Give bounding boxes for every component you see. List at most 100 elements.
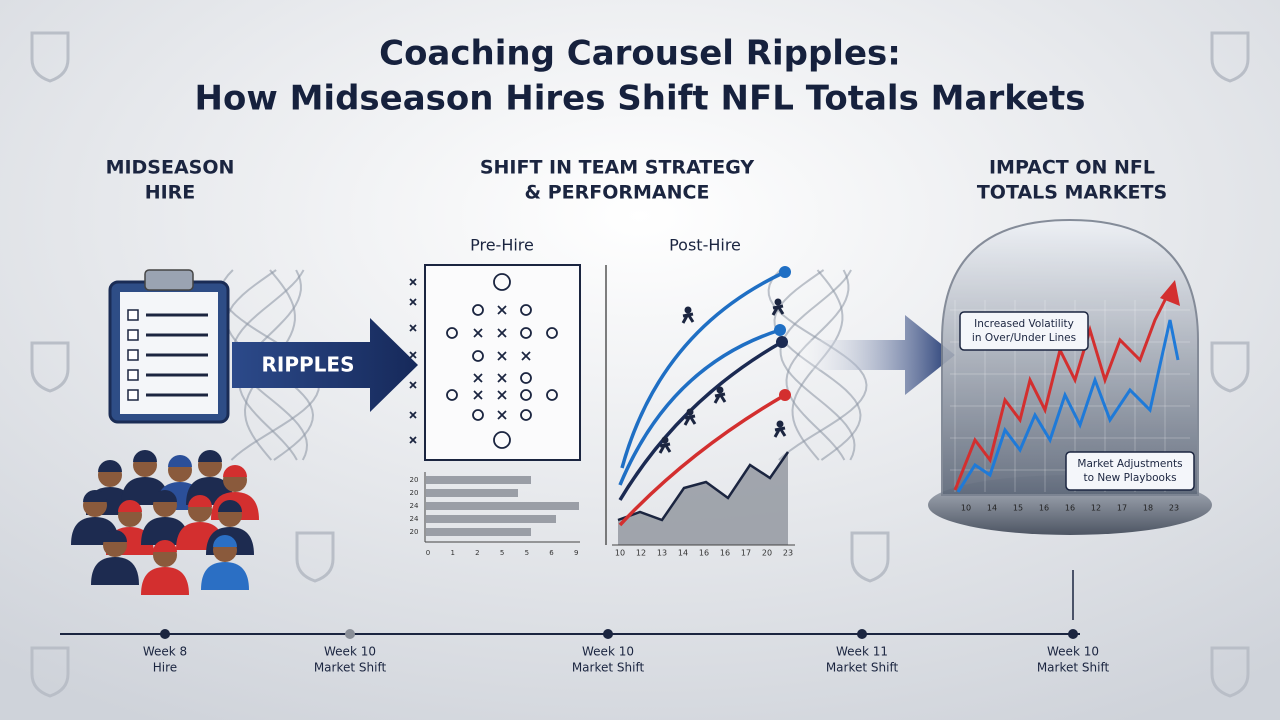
play-x: [497, 390, 507, 400]
y-label: 20: [410, 489, 419, 497]
timeline-label: Market Shift: [572, 661, 645, 675]
arrow-head: [779, 389, 791, 401]
play-x: [473, 390, 483, 400]
person-cap: [103, 530, 127, 542]
player-head: [716, 386, 724, 394]
callout-text: in Over/Under Lines: [972, 332, 1076, 344]
play-o: [520, 389, 532, 401]
dome-glass: [941, 218, 1199, 496]
x-label: 16: [720, 549, 730, 558]
x-label: 1: [450, 549, 454, 557]
play-x: [409, 324, 417, 332]
section-heading: SHIFT IN TEAM STRATEGY: [480, 157, 755, 179]
x-label: 18: [1143, 504, 1153, 513]
player-body: [713, 392, 727, 404]
section-heading: IMPACT ON NFL: [989, 157, 1155, 179]
timeline-week: Week 11: [836, 645, 888, 659]
checkbox: [127, 369, 139, 381]
x-label: 12: [636, 549, 646, 558]
timeline-label: Hire: [153, 661, 177, 675]
play-o: [546, 327, 558, 339]
person-cap: [133, 450, 157, 462]
x-label: 16: [699, 549, 709, 558]
player-body: [773, 426, 787, 438]
callout: [1065, 451, 1195, 491]
clipboard-clip: [144, 269, 194, 291]
timeline-dot: [345, 629, 355, 639]
checkbox: [127, 389, 139, 401]
y-label: 24: [410, 502, 419, 510]
callout-text: to New Playbooks: [1083, 472, 1176, 484]
play-x: [409, 411, 417, 419]
callout-text: Market Adjustments: [1077, 458, 1182, 470]
arrow-head: [776, 336, 788, 348]
bar: [426, 502, 579, 510]
arrow-head: [779, 266, 791, 278]
trend-arrow: [618, 328, 781, 486]
x-label: 12: [1091, 504, 1101, 513]
play-o: [520, 372, 532, 384]
section-heading: & PERFORMANCE: [525, 182, 710, 204]
play-o: [520, 327, 532, 339]
x-label: 10: [615, 549, 625, 558]
bar: [426, 489, 518, 497]
arrow-label: RIPPLES: [262, 353, 355, 377]
checkbox: [127, 329, 139, 341]
performance-line: [617, 451, 790, 522]
play-x: [497, 373, 507, 383]
person-body: [141, 567, 189, 595]
y-label: 20: [410, 476, 419, 484]
person-cap: [198, 450, 222, 462]
bar: [426, 515, 556, 523]
timeline-dot: [1068, 629, 1078, 639]
person-cap: [188, 495, 212, 507]
play-o: [446, 327, 458, 339]
performance-area: [618, 452, 788, 545]
bar: [426, 528, 531, 536]
arrow-head: [774, 324, 786, 336]
x-label: 6: [549, 549, 554, 557]
blue-series: [956, 319, 1180, 493]
person-cap: [213, 535, 237, 547]
playbook: [424, 264, 581, 461]
play-o: [546, 389, 558, 401]
timeline-label: Market Shift: [826, 661, 899, 675]
x-label: 5: [525, 549, 529, 557]
person-body: [141, 517, 189, 545]
timeline-week: Week 10: [582, 645, 634, 659]
player-head: [776, 420, 784, 428]
play-x: [497, 305, 507, 315]
play-o: [446, 389, 458, 401]
section-heading: TOTALS MARKETS: [977, 182, 1167, 204]
ripple-wave: [785, 269, 850, 461]
watermark-shield: [1210, 646, 1250, 698]
x-label: 23: [1169, 504, 1179, 513]
watermark-shield: [1210, 341, 1250, 393]
play-x: [473, 328, 483, 338]
x-label: 14: [987, 504, 997, 513]
x-label: 16: [1039, 504, 1049, 513]
timeline-week: Week 8: [143, 645, 187, 659]
panel-label: Post-Hire: [669, 236, 741, 255]
timeline-dot: [160, 629, 170, 639]
title: How Midseason Hires Shift NFL Totals Mar…: [195, 79, 1086, 119]
person-body: [91, 557, 139, 585]
timeline-label: Market Shift: [1037, 661, 1110, 675]
y-label: 20: [410, 528, 419, 536]
x-label: 10: [961, 504, 971, 513]
timeline-dot: [603, 629, 613, 639]
watermark-shield: [295, 531, 335, 583]
person-cap: [153, 490, 177, 502]
play-x: [497, 328, 507, 338]
play-x: [521, 351, 531, 361]
play-x: [409, 381, 417, 389]
impact-arrow: [800, 315, 955, 395]
x-label: 17: [1117, 504, 1127, 513]
x-label: 20: [762, 549, 772, 558]
play-o: [520, 304, 532, 316]
play-o: [493, 273, 511, 291]
player-head: [661, 436, 669, 444]
watermark-shield: [30, 31, 70, 83]
person-cap: [118, 500, 142, 512]
